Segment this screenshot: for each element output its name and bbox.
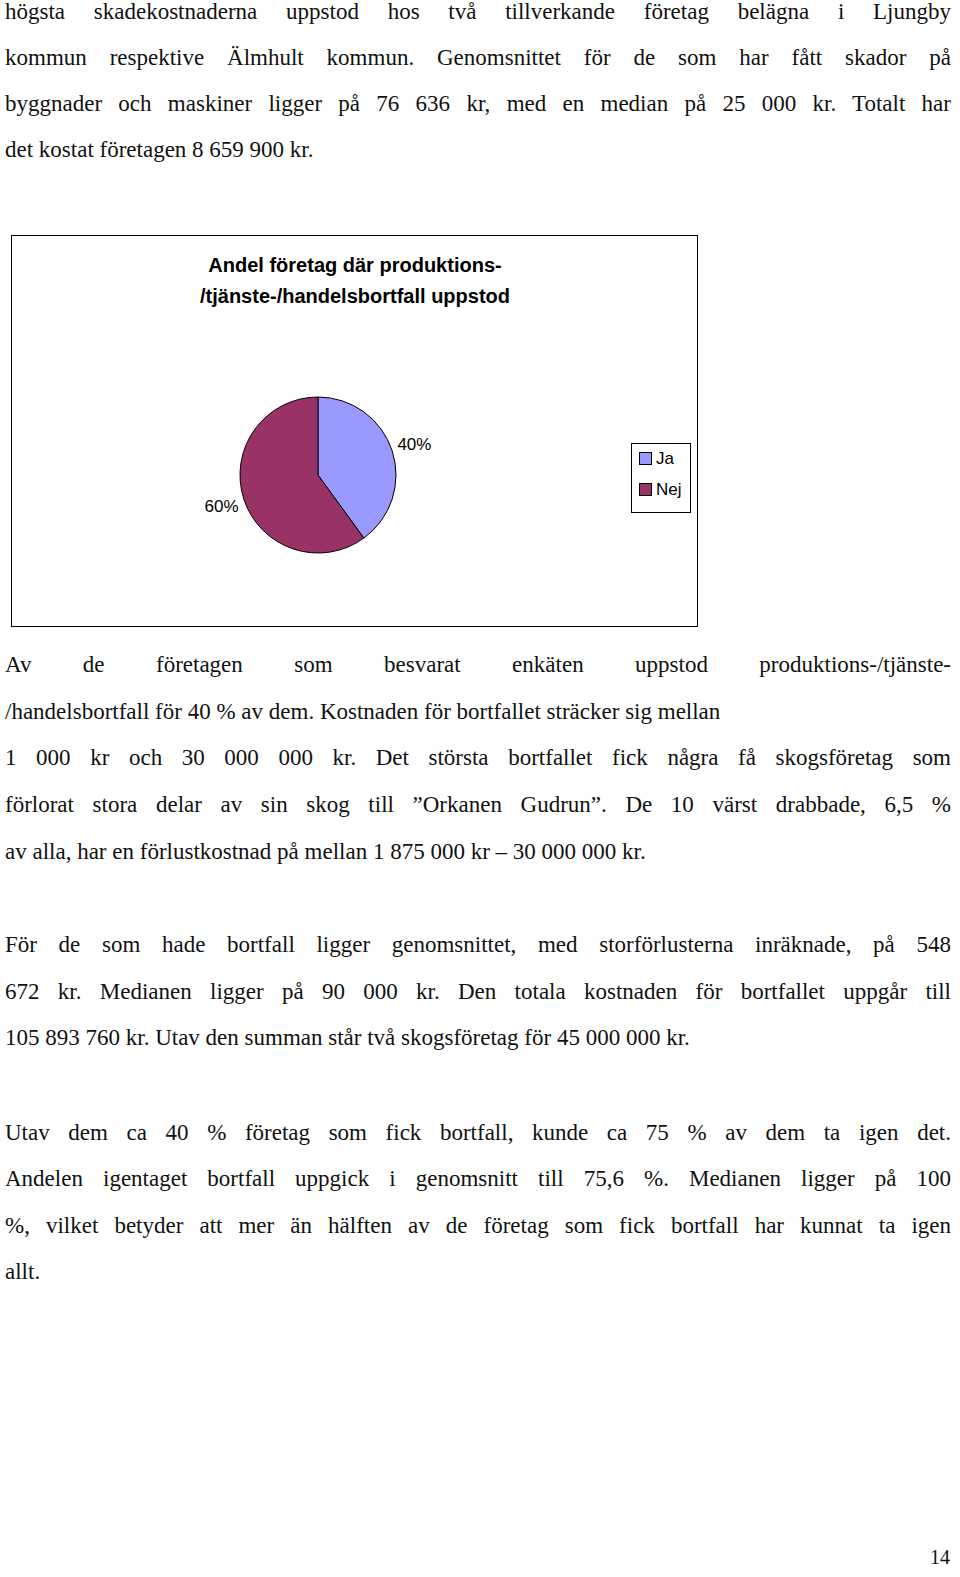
- page-number: 14: [930, 1545, 950, 1569]
- chart-frame: [12, 236, 698, 627]
- text-line: det kostat företagen 8 659 900 kr.: [5, 136, 951, 164]
- chart-svg: Andel företag där produktions- /tjänste-/…: [0, 0, 960, 1577]
- text-line: förlorat stora delar av sin skog till ”O…: [5, 791, 951, 819]
- text-line: 1 000 kr och 30 000 000 kr. Det största …: [5, 744, 951, 772]
- pie-slice: [240, 397, 364, 553]
- text-line: För de som hade bortfall ligger genomsni…: [5, 931, 951, 959]
- text-line: byggnader och maskiner ligger på 76 636 …: [5, 90, 951, 118]
- chart-title: Andel företag där produktions- /tjänste-/…: [200, 254, 510, 307]
- text-line: 105 893 760 kr. Utav den summan står två…: [5, 1024, 951, 1052]
- chart-title-line: /tjänste-/handelsbortfall uppstod: [200, 285, 510, 307]
- text-line: av alla, har en förlustkostnad på mellan…: [5, 838, 951, 866]
- text-line: Andelen igentaget bortfall uppgick i gen…: [5, 1165, 951, 1193]
- legend-swatch: [640, 484, 652, 496]
- text-line: Av de företagen som besvarat enkäten upp…: [5, 651, 951, 679]
- legend-swatch: [640, 453, 652, 465]
- legend-label: Ja: [656, 449, 675, 468]
- text-line: %, vilket betyder att mer än hälften av …: [5, 1212, 951, 1240]
- text-line: allt.: [5, 1258, 951, 1286]
- data-label: 40%: [397, 435, 431, 454]
- text-line: /handelsbortfall för 40 % av dem. Kostna…: [5, 698, 951, 726]
- text-line: 672 kr. Medianen ligger på 90 000 kr. De…: [5, 978, 951, 1006]
- data-label: 60%: [205, 497, 239, 516]
- text-line: Utav dem ca 40 % företag som fick bortfa…: [5, 1119, 951, 1147]
- text-line: kommun respektive Älmhult kommun. Genoms…: [5, 44, 951, 72]
- legend-label: Nej: [656, 480, 682, 499]
- legend-box: [632, 444, 691, 513]
- chart-title-line: Andel företag där produktions-: [208, 254, 501, 276]
- text-line: högsta skadekostnaderna uppstod hos två …: [5, 0, 951, 26]
